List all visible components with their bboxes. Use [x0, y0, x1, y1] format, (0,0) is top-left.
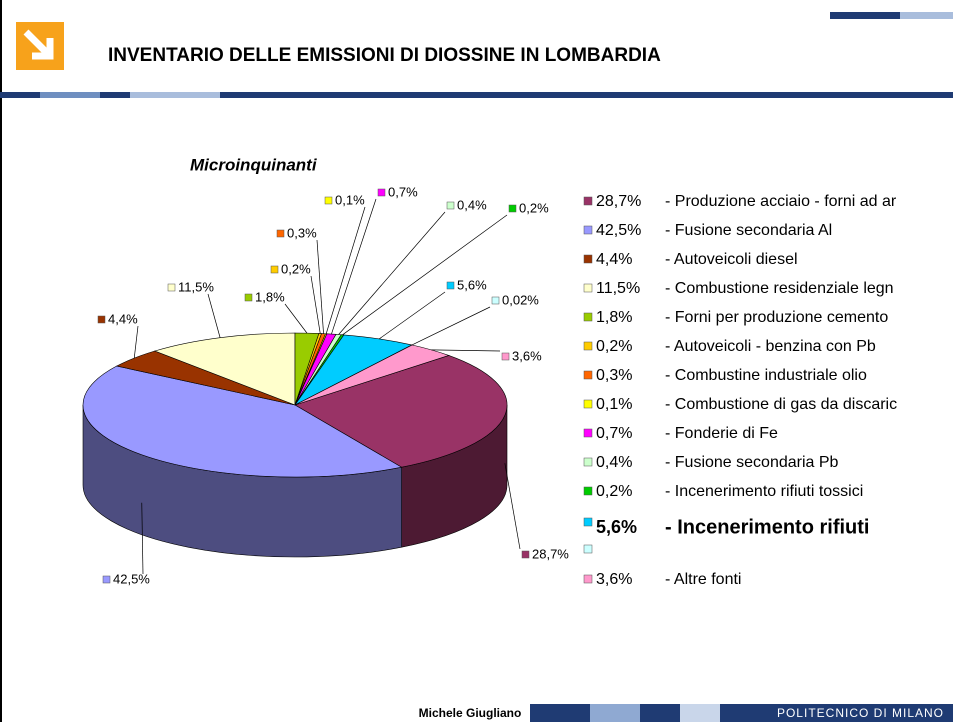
footer-author: Michele Giugliano: [419, 706, 522, 720]
data-label: 0,02%: [502, 292, 539, 307]
leader-line: [141, 502, 144, 575]
data-label: 3,6%: [512, 348, 542, 363]
leader-line: [342, 214, 508, 336]
legend-label: - Incenerimento rifiuti tossici: [665, 483, 863, 500]
label-swatch: [521, 550, 530, 559]
leader-line: [310, 275, 321, 334]
legend-value: 0,2%: [596, 483, 632, 500]
legend-swatch: [583, 544, 593, 554]
label-swatch: [324, 196, 333, 205]
pie-slice: [153, 332, 296, 406]
data-label: 5,6%: [457, 277, 487, 292]
label-swatch: [97, 315, 106, 324]
legend-label: - Combustione residenziale legn: [665, 280, 894, 297]
label-swatch: [167, 283, 176, 292]
label-swatch: [501, 352, 510, 361]
legend-swatch: [583, 312, 593, 322]
legend-label: - Produzione acciaio - forni ad ar: [665, 193, 897, 210]
data-label: 0,1%: [335, 192, 365, 207]
legend-value: 0,7%: [596, 425, 632, 442]
header-bar-segment: [130, 92, 220, 98]
leader-line: [284, 303, 308, 334]
label-swatch: [244, 293, 253, 302]
data-label: 1,8%: [255, 289, 285, 304]
leader-line: [378, 291, 446, 340]
data-label: 28,7%: [532, 546, 569, 561]
legend-label: - Fusione secondaria Al: [665, 222, 832, 239]
legend-swatch: [583, 225, 593, 235]
legend-value: 0,4%: [596, 454, 632, 471]
footer-bar-segment: [680, 704, 720, 722]
legend-label: - Forni per produzione cemento: [665, 309, 888, 326]
label-swatch: [446, 281, 455, 290]
legend-label: - Altre fonti: [665, 571, 741, 588]
label-swatch: [102, 575, 111, 584]
legend-label: - Combustine industriale olio: [665, 367, 867, 384]
leader-line: [431, 349, 501, 352]
label-swatch: [270, 265, 279, 274]
leader-line: [207, 293, 221, 338]
legend-value: 1,8%: [596, 309, 632, 326]
data-label: 0,4%: [457, 197, 487, 212]
data-label: 11,5%: [178, 279, 214, 294]
label-swatch: [377, 188, 386, 197]
legend-value: 0,3%: [596, 367, 632, 384]
legend-label: - Autoveicoli - benzina con Pb: [665, 338, 876, 355]
legend-swatch: [583, 457, 593, 467]
leader-line: [331, 198, 377, 335]
footer-institution: POLITECNICO DI MILANO: [777, 706, 944, 720]
legend-swatch: [583, 370, 593, 380]
legend-value: 3,6%: [596, 571, 632, 588]
leader-line: [338, 211, 446, 335]
legend-label: - Fusione secondaria Pb: [665, 454, 839, 471]
legend-label: - Fonderie di Fe: [665, 425, 778, 442]
data-label: 42,5%: [113, 571, 150, 586]
legend-swatch: [583, 486, 593, 496]
legend-label: - Combustione di gas da discaric: [665, 396, 897, 413]
data-label: 0,2%: [281, 261, 311, 276]
legend-value: 28,7%: [596, 193, 641, 210]
header-bar: [0, 92, 953, 98]
legend-label: - Incenerimento rifiuti: [665, 516, 869, 538]
header-bar-segment: [40, 92, 100, 98]
data-label: 0,2%: [519, 200, 549, 215]
label-swatch: [508, 204, 517, 213]
legend-value: 5,6%: [596, 517, 637, 537]
leader-line: [411, 306, 491, 346]
chart-title: Microinquinanti: [190, 155, 318, 174]
pie-slice: [294, 355, 508, 468]
slide-title: INVENTARIO DELLE EMISSIONI DI DIOSSINE I…: [108, 45, 661, 66]
legend-value: 0,2%: [596, 338, 632, 355]
label-swatch: [491, 296, 500, 305]
leader-line: [133, 325, 139, 359]
footer-bar-segment: [590, 704, 640, 722]
legend-swatch: [583, 254, 593, 264]
label-swatch: [446, 201, 455, 210]
legend-swatch: [583, 574, 593, 584]
legend-swatch: [583, 196, 593, 206]
leader-line: [504, 463, 521, 550]
data-label: 0,7%: [388, 184, 418, 199]
data-label: 4,4%: [108, 311, 138, 326]
legend-swatch: [583, 341, 593, 351]
legend-value: 4,4%: [596, 251, 632, 268]
legend-value: 0,1%: [596, 396, 632, 413]
legend-swatch: [583, 428, 593, 438]
leader-line: [316, 239, 324, 334]
legend-value: 11,5%: [596, 280, 640, 297]
legend-value: 42,5%: [596, 222, 641, 239]
legend-swatch: [583, 399, 593, 409]
pie-slice: [82, 365, 403, 478]
logo-arrow: [23, 29, 54, 60]
header-corner-bar: [900, 12, 953, 19]
data-label: 0,3%: [287, 225, 317, 240]
legend-swatch: [583, 283, 593, 293]
legend-swatch: [583, 517, 593, 527]
header-corner-bar: [830, 12, 953, 19]
leader-line: [325, 206, 366, 334]
legend-label: - Autoveicoli diesel: [665, 251, 798, 268]
label-swatch: [276, 229, 285, 238]
